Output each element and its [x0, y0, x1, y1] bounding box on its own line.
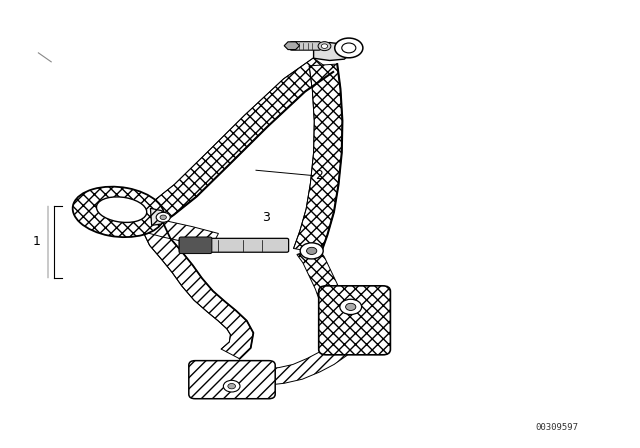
FancyBboxPatch shape	[290, 42, 321, 50]
Circle shape	[160, 215, 166, 220]
Text: 2: 2	[316, 169, 323, 182]
Text: 00309597: 00309597	[535, 423, 579, 432]
Polygon shape	[147, 218, 218, 249]
Ellipse shape	[97, 197, 147, 223]
FancyBboxPatch shape	[319, 286, 390, 355]
Circle shape	[342, 43, 356, 53]
FancyBboxPatch shape	[179, 237, 212, 254]
FancyBboxPatch shape	[179, 238, 289, 252]
Circle shape	[307, 247, 317, 254]
Polygon shape	[140, 58, 333, 224]
Polygon shape	[314, 43, 353, 60]
Polygon shape	[140, 218, 253, 359]
Text: 3: 3	[262, 211, 269, 224]
Circle shape	[340, 299, 362, 314]
Circle shape	[156, 212, 170, 222]
Polygon shape	[297, 247, 340, 297]
Polygon shape	[294, 64, 342, 253]
Circle shape	[335, 38, 363, 58]
FancyBboxPatch shape	[189, 361, 275, 399]
Circle shape	[346, 303, 356, 310]
Polygon shape	[284, 42, 300, 50]
Circle shape	[318, 42, 331, 51]
Circle shape	[223, 380, 240, 392]
Circle shape	[228, 383, 236, 389]
Polygon shape	[250, 344, 348, 385]
Polygon shape	[150, 208, 166, 225]
Text: 1: 1	[33, 235, 40, 249]
Ellipse shape	[73, 187, 164, 237]
Circle shape	[300, 243, 323, 259]
Circle shape	[321, 44, 328, 48]
